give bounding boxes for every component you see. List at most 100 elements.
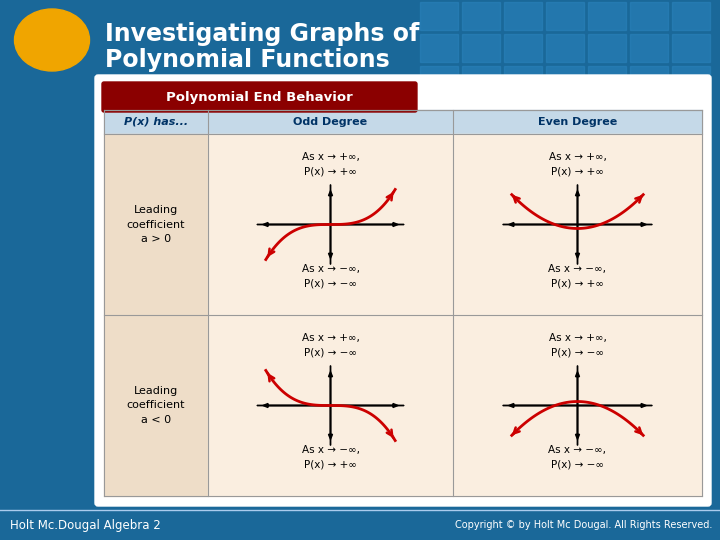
- Bar: [588, 66, 626, 94]
- Bar: [588, 34, 626, 62]
- FancyArrow shape: [328, 191, 333, 264]
- Bar: [504, 194, 542, 222]
- FancyArrow shape: [263, 222, 404, 226]
- Text: As x → −∞,
P(x) → +∞: As x → −∞, P(x) → +∞: [302, 446, 359, 469]
- FancyArrow shape: [575, 372, 580, 446]
- Bar: [420, 98, 458, 126]
- FancyArrow shape: [503, 403, 647, 408]
- FancyArrow shape: [257, 222, 398, 226]
- Bar: [504, 258, 542, 286]
- Text: Leading
coefficient
a > 0: Leading coefficient a > 0: [127, 205, 185, 244]
- Text: As x → −∞,
P(x) → −∞: As x → −∞, P(x) → −∞: [549, 446, 606, 469]
- FancyArrow shape: [328, 366, 333, 440]
- FancyArrow shape: [328, 372, 333, 446]
- Bar: [462, 98, 500, 126]
- Bar: [630, 162, 668, 190]
- Bar: [672, 34, 710, 62]
- Bar: [672, 66, 710, 94]
- Bar: [420, 194, 458, 222]
- Bar: [462, 2, 500, 30]
- Bar: [588, 130, 626, 158]
- Bar: [546, 258, 584, 286]
- Bar: [462, 258, 500, 286]
- Bar: [588, 2, 626, 30]
- FancyArrow shape: [509, 222, 652, 226]
- Bar: [420, 2, 458, 30]
- Bar: [453, 134, 702, 315]
- Bar: [504, 162, 542, 190]
- Bar: [546, 66, 584, 94]
- Bar: [462, 130, 500, 158]
- Bar: [462, 194, 500, 222]
- Ellipse shape: [14, 9, 89, 71]
- Text: As x → +∞,
P(x) → −∞: As x → +∞, P(x) → −∞: [549, 333, 606, 357]
- Bar: [453, 315, 702, 496]
- Bar: [462, 66, 500, 94]
- FancyBboxPatch shape: [102, 82, 417, 112]
- Bar: [672, 98, 710, 126]
- Bar: [504, 130, 542, 158]
- Bar: [672, 2, 710, 30]
- FancyArrow shape: [575, 191, 580, 264]
- Bar: [104, 110, 702, 134]
- FancyArrow shape: [263, 403, 404, 408]
- Text: As x → +∞,
P(x) → +∞: As x → +∞, P(x) → +∞: [302, 152, 359, 176]
- Bar: [588, 162, 626, 190]
- Bar: [504, 2, 542, 30]
- Bar: [588, 226, 626, 254]
- Bar: [672, 130, 710, 158]
- Text: Polynomial End Behavior: Polynomial End Behavior: [166, 91, 353, 104]
- Text: As x → −∞,
P(x) → +∞: As x → −∞, P(x) → +∞: [549, 264, 606, 288]
- Bar: [630, 130, 668, 158]
- Bar: [546, 194, 584, 222]
- FancyArrow shape: [509, 403, 652, 408]
- Bar: [630, 98, 668, 126]
- Bar: [546, 2, 584, 30]
- Bar: [504, 66, 542, 94]
- Bar: [104, 134, 208, 315]
- Text: Leading
coefficient
a < 0: Leading coefficient a < 0: [127, 386, 185, 426]
- Bar: [546, 34, 584, 62]
- Bar: [208, 134, 453, 315]
- Bar: [588, 194, 626, 222]
- Bar: [504, 98, 542, 126]
- FancyArrow shape: [328, 185, 333, 258]
- FancyBboxPatch shape: [95, 75, 711, 506]
- Text: Investigating Graphs of: Investigating Graphs of: [105, 22, 419, 46]
- Bar: [0, 510, 720, 540]
- Bar: [420, 130, 458, 158]
- Bar: [208, 315, 453, 496]
- Bar: [420, 226, 458, 254]
- Bar: [546, 226, 584, 254]
- Text: As x → +∞,
P(x) → +∞: As x → +∞, P(x) → +∞: [549, 152, 606, 176]
- Bar: [588, 98, 626, 126]
- Bar: [420, 34, 458, 62]
- Bar: [672, 226, 710, 254]
- Text: Copyright © by Holt Mc Dougal. All Rights Reserved.: Copyright © by Holt Mc Dougal. All Right…: [454, 520, 712, 530]
- FancyArrow shape: [257, 403, 398, 408]
- Bar: [588, 258, 626, 286]
- Bar: [546, 162, 584, 190]
- Bar: [672, 194, 710, 222]
- Bar: [462, 226, 500, 254]
- FancyArrow shape: [503, 222, 647, 226]
- Bar: [546, 98, 584, 126]
- Bar: [420, 162, 458, 190]
- Text: As x → −∞,
P(x) → −∞: As x → −∞, P(x) → −∞: [302, 264, 359, 288]
- Bar: [420, 258, 458, 286]
- Text: P(x) has...: P(x) has...: [124, 117, 188, 127]
- FancyArrow shape: [575, 185, 580, 258]
- Bar: [462, 162, 500, 190]
- Bar: [420, 66, 458, 94]
- Bar: [630, 194, 668, 222]
- Bar: [630, 258, 668, 286]
- Bar: [630, 226, 668, 254]
- Bar: [630, 2, 668, 30]
- Text: Polynomial Functions: Polynomial Functions: [105, 48, 390, 72]
- Text: Even Degree: Even Degree: [538, 117, 617, 127]
- Text: Holt Mc.Dougal Algebra 2: Holt Mc.Dougal Algebra 2: [10, 518, 161, 531]
- Bar: [504, 34, 542, 62]
- Text: As x → +∞,
P(x) → −∞: As x → +∞, P(x) → −∞: [302, 333, 359, 357]
- Text: Odd Degree: Odd Degree: [294, 117, 368, 127]
- Bar: [672, 258, 710, 286]
